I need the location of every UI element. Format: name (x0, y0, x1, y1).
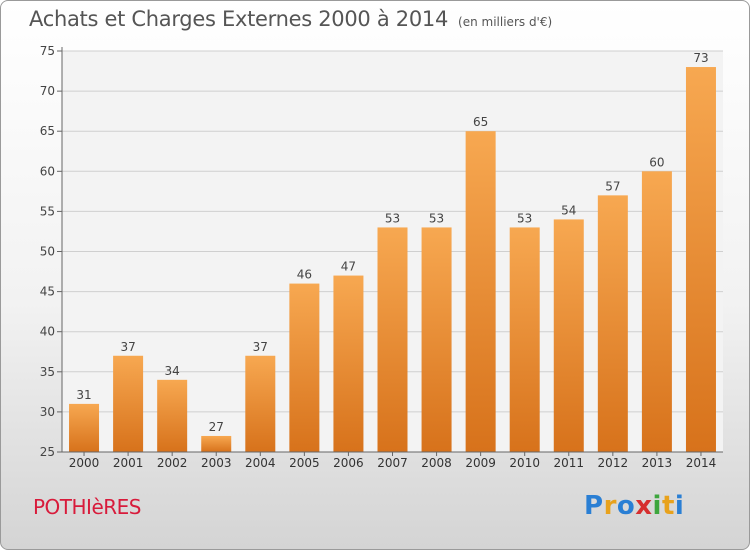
bar (333, 275, 364, 452)
y-tick-label: 75 (40, 44, 55, 58)
bar (69, 403, 100, 452)
logo-letter: o (616, 491, 636, 521)
data-label: 53 (517, 211, 532, 225)
bar (641, 171, 672, 453)
bar (597, 195, 628, 453)
data-label: 54 (561, 203, 576, 217)
proxiti-logo: Proxiti (584, 491, 684, 521)
x-tick-label: 2002 (157, 456, 188, 470)
bar (113, 355, 144, 452)
x-axis: 2000 2001 2002 2003 2004 2005 2006 2007 2008 2009… (62, 451, 723, 470)
y-tick-label: 60 (40, 164, 55, 178)
data-label: 73 (693, 51, 708, 65)
data-label: 57 (605, 179, 620, 193)
x-tick-label: 2007 (377, 456, 408, 470)
bar (201, 435, 232, 452)
logo-letter: i (652, 491, 662, 521)
x-tick-label: 2013 (642, 456, 673, 470)
y-axis: 25 30 35 40 45 50 55 60 65 70 75 (40, 44, 63, 459)
data-label: 37 (253, 340, 268, 354)
logo-letter: P (584, 491, 604, 521)
bar (377, 227, 408, 452)
y-tick-label: 55 (40, 204, 55, 218)
commune-name: POTHIèRES (33, 495, 142, 519)
x-tick-label: 2011 (553, 456, 584, 470)
bar (157, 379, 188, 452)
logo-letter: t (661, 491, 675, 521)
logo-letter: x (635, 491, 653, 521)
logo-letter: i (674, 491, 685, 521)
bars: 31 37 34 27 37 46 47 53 53 65 53 54 57 60 73 (69, 51, 716, 453)
x-tick-label: 2004 (245, 456, 276, 470)
x-tick-label: 2009 (465, 456, 496, 470)
y-tick-label: 35 (40, 365, 55, 379)
y-tick-label: 45 (40, 285, 55, 299)
x-tick-label: 2001 (113, 456, 144, 470)
chart-unit-label: (en milliers d'€) (458, 15, 553, 29)
bar (685, 67, 716, 452)
y-tick-label: 65 (40, 124, 55, 138)
y-tick-label: 70 (40, 84, 55, 98)
data-label: 37 (120, 340, 135, 354)
x-tick-label: 2008 (421, 456, 452, 470)
y-tick-label: 40 (40, 325, 55, 339)
data-label: 65 (473, 115, 488, 129)
data-label: 34 (165, 364, 180, 378)
y-tick-label: 25 (40, 445, 55, 459)
chart-title: Achats et Charges Externes 2000 à 2014 (e… (29, 7, 552, 31)
x-tick-label: 2006 (333, 456, 364, 470)
bar (245, 355, 276, 452)
bar (289, 283, 320, 452)
bar (421, 227, 452, 452)
x-tick-label: 2012 (598, 456, 629, 470)
chart-title-text: Achats et Charges Externes 2000 à 2014 (29, 7, 449, 31)
bar (509, 227, 540, 452)
y-tick-label: 50 (40, 245, 55, 259)
data-label: 31 (76, 388, 91, 402)
x-tick-label: 2000 (69, 456, 100, 470)
bar (553, 219, 584, 452)
x-tick-label: 2014 (686, 456, 717, 470)
data-label: 46 (297, 268, 312, 282)
x-tick-label: 2010 (509, 456, 540, 470)
data-label: 47 (341, 260, 356, 274)
data-label: 53 (429, 211, 444, 225)
y-tick-label: 30 (40, 405, 55, 419)
bar (465, 131, 496, 452)
data-label: 53 (385, 211, 400, 225)
data-label: 60 (649, 155, 664, 169)
x-tick-label: 2005 (289, 456, 320, 470)
logo-letter: r (603, 491, 617, 521)
x-tick-label: 2003 (201, 456, 232, 470)
data-label: 27 (209, 420, 224, 434)
